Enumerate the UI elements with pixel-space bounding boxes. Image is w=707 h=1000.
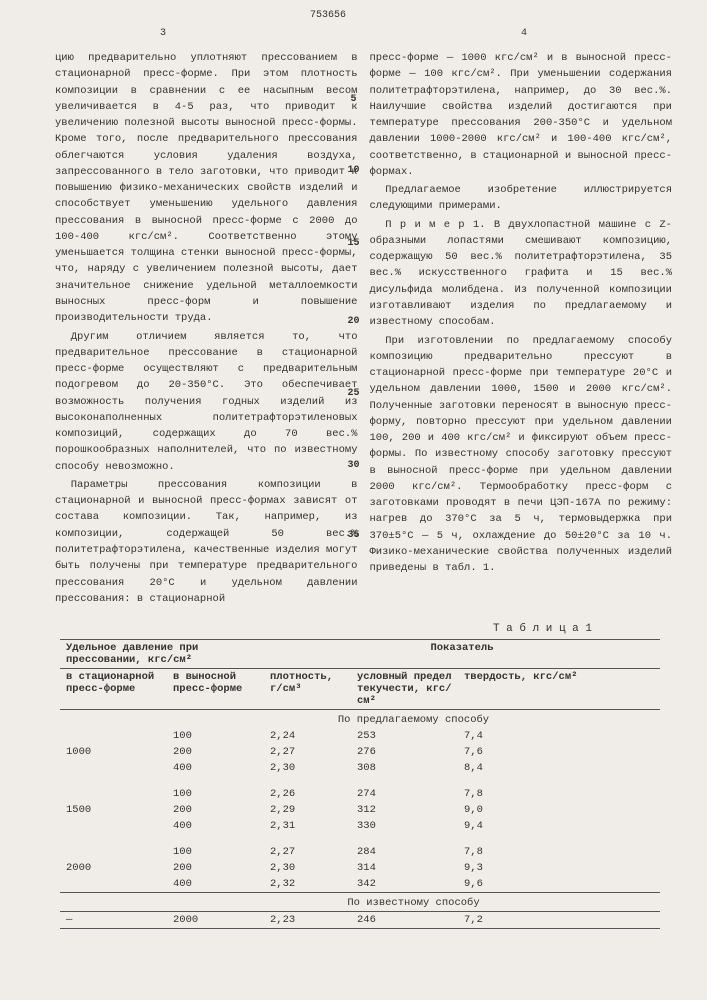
table-row: —20002,232467,2 [60,912,660,929]
table-cell: 7,4 [458,728,660,744]
table-cell: 8,4 [458,760,660,776]
table-cell: 2,30 [264,860,351,876]
table-cell: 330 [351,818,458,834]
table-cell: 7,6 [458,744,660,760]
table-subheader: в выносной пресс-форме [167,669,264,710]
line-number: 5 [350,94,356,105]
table-cell: 7,2 [458,912,660,929]
table-subheader: плотность, г/см³ [264,669,351,710]
table-cell: 2,29 [264,802,351,818]
table-cell: 400 [167,818,264,834]
table-section: По предлагаемому способу [167,710,660,729]
line-number: 10 [347,165,359,176]
table-cell: 200 [167,860,264,876]
table-subheader: твердость, кгс/см² [458,669,660,710]
table-subheader: в стационарной пресс-форме [60,669,167,710]
table-cell: 200 [167,744,264,760]
table-cell: 2,31 [264,818,351,834]
body-paragraph: цию предварительно уплотняют прессование… [55,50,358,327]
table-cell [60,876,167,893]
doc-number: 753656 [310,10,346,21]
table-row: 4002,313309,4 [60,818,660,834]
table-cell: 1000 [60,744,167,760]
table-cell: 100 [167,728,264,744]
table-row: 10002002,272767,6 [60,744,660,760]
table-cell: 274 [351,786,458,802]
line-number: 15 [347,238,359,249]
table-cell: 2,23 [264,912,351,929]
table-cell: 400 [167,760,264,776]
table-section: По известному способу [167,893,660,912]
table-cell: 312 [351,802,458,818]
table-row: 15002002,293129,0 [60,802,660,818]
page-number-right: 4 [521,28,527,39]
page-number-left: 3 [160,28,166,39]
table-cell: 308 [351,760,458,776]
table-header: Показатель [264,640,660,669]
results-table: Удельное давление при прессовании, кгс/с… [60,639,660,929]
left-column: цию предварительно уплотняют прессование… [55,50,358,609]
table-cell: 1500 [60,802,167,818]
table-cell: 7,8 [458,786,660,802]
table-cell: 253 [351,728,458,744]
table-row: 1002,262747,8 [60,786,660,802]
table-row: 20002002,303149,3 [60,860,660,876]
table-cell: 9,3 [458,860,660,876]
body-paragraph: Параметры прессования композиции в стаци… [55,477,358,607]
table-row: 4002,303088,4 [60,760,660,776]
table-header: Удельное давление при прессовании, кгс/с… [60,640,264,669]
line-number: 25 [347,388,359,399]
table-cell: 2000 [60,860,167,876]
table-cell: 100 [167,844,264,860]
table-cell: 2,27 [264,844,351,860]
body-paragraph: При изготовлении по предлагаемому способ… [370,333,673,577]
table-cell: 9,0 [458,802,660,818]
table-row: 4002,323429,6 [60,876,660,893]
table-cell: 2,26 [264,786,351,802]
table-cell [60,728,167,744]
table-cell: 2,32 [264,876,351,893]
table-cell: 314 [351,860,458,876]
table-cell: 400 [167,876,264,893]
table-cell: — [60,912,167,929]
table-cell: 7,8 [458,844,660,860]
table-cell: 2,27 [264,744,351,760]
table-cell [60,760,167,776]
table-cell [60,844,167,860]
table-cell: 9,6 [458,876,660,893]
table-cell [60,786,167,802]
table-cell: 2000 [167,912,264,929]
table-label: Т а б л и ц а 1 [55,623,672,635]
body-paragraph: Предлагаемое изобретение иллюстрируется … [370,182,673,215]
line-number: 35 [347,530,359,541]
table-cell: 276 [351,744,458,760]
right-column: пресс-форме — 1000 кгс/см² и в выносной … [370,50,673,609]
table-cell: 2,30 [264,760,351,776]
table-cell: 342 [351,876,458,893]
table-cell: 200 [167,802,264,818]
table-cell [60,818,167,834]
body-paragraph: П р и м е р 1. В двухлопастной машине с … [370,217,673,331]
table-row: 1002,242537,4 [60,728,660,744]
text-columns: цию предварительно уплотняют прессование… [55,50,672,609]
table-cell: 100 [167,786,264,802]
table-subheader: условный предел текучести, кгс/см² [351,669,458,710]
line-number: 30 [347,460,359,471]
line-number: 20 [347,316,359,327]
table-row: 1002,272847,8 [60,844,660,860]
table-cell: 9,4 [458,818,660,834]
body-paragraph: пресс-форме — 1000 кгс/см² и в выносной … [370,50,673,180]
table-cell: 246 [351,912,458,929]
body-paragraph: Другим отличием является то, что предвар… [55,329,358,475]
table-cell: 284 [351,844,458,860]
table-cell: 2,24 [264,728,351,744]
